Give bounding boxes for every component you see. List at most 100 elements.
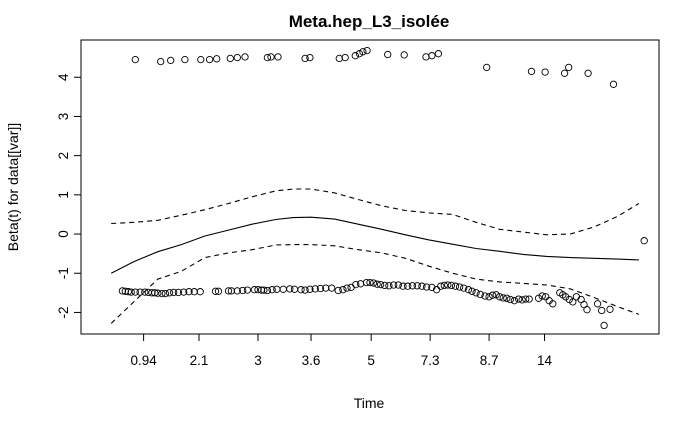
residual-point xyxy=(584,69,592,77)
residual-point xyxy=(485,293,493,301)
residual-point xyxy=(560,69,569,77)
residual-point xyxy=(148,289,156,297)
residual-point xyxy=(437,282,445,290)
residual-point xyxy=(214,287,223,295)
residual-point xyxy=(468,287,476,295)
confidence-band-line xyxy=(111,188,640,236)
plot-frame xyxy=(80,39,660,335)
residual-point xyxy=(263,53,272,62)
residual-point xyxy=(408,282,417,290)
y-tick-label: -1 xyxy=(56,267,71,279)
residual-point xyxy=(301,54,309,63)
residual-point xyxy=(124,288,132,296)
residual-point xyxy=(522,295,530,303)
residual-point xyxy=(496,293,504,301)
x-tick-label: 14 xyxy=(537,353,553,368)
residual-point xyxy=(399,282,407,290)
residual-point xyxy=(385,282,393,290)
residual-point xyxy=(165,289,174,297)
residual-point xyxy=(488,291,497,299)
residual-point xyxy=(190,288,198,296)
residual-point xyxy=(534,294,543,302)
x-tick-label: 0.94 xyxy=(130,353,157,368)
residual-point xyxy=(541,68,549,76)
residual-point xyxy=(434,50,443,58)
residual-point xyxy=(565,63,573,72)
residual-point xyxy=(335,54,343,63)
residual-point xyxy=(131,288,139,296)
residual-point xyxy=(263,286,272,295)
residual-point xyxy=(384,50,392,59)
residual-point xyxy=(267,53,275,61)
residual-point xyxy=(167,56,175,65)
residual-point xyxy=(181,55,189,64)
residual-point xyxy=(257,286,266,294)
residual-point xyxy=(362,278,371,287)
y-tick-label: 1 xyxy=(56,191,71,199)
residual-point xyxy=(381,281,389,290)
residual-point xyxy=(158,289,166,298)
x-tick-label: 2.1 xyxy=(190,353,209,368)
residual-point xyxy=(352,280,360,289)
residual-point xyxy=(444,281,452,289)
residual-point xyxy=(422,53,430,61)
residual-point xyxy=(373,280,381,288)
residual-point xyxy=(290,285,299,293)
residual-point xyxy=(503,294,511,302)
residual-point xyxy=(593,300,602,308)
residual-point xyxy=(170,288,178,297)
residual-point xyxy=(447,281,456,290)
residual-point xyxy=(492,291,500,299)
residual-point xyxy=(213,55,221,63)
residual-point xyxy=(428,52,436,60)
residual-point xyxy=(141,288,149,296)
residual-point xyxy=(455,283,464,291)
residual-point xyxy=(476,290,484,299)
residual-point xyxy=(311,285,319,293)
x-tick-label: 3 xyxy=(254,353,262,368)
x-axis-label: Time xyxy=(354,395,385,411)
residual-point xyxy=(250,286,259,294)
residual-point xyxy=(274,53,282,61)
residual-point xyxy=(268,286,276,294)
residual-point xyxy=(549,300,557,308)
residual-point xyxy=(514,295,523,303)
residual-point xyxy=(157,57,165,66)
residual-point xyxy=(322,284,330,292)
residual-point xyxy=(197,55,205,64)
residual-point xyxy=(306,285,314,293)
residual-point xyxy=(334,286,342,295)
residual-point xyxy=(404,282,412,290)
confidence-band-line xyxy=(110,244,640,324)
smooth-fit-line xyxy=(110,216,639,274)
y-tick-label: -2 xyxy=(56,306,71,318)
residual-point xyxy=(598,306,606,315)
residual-point xyxy=(185,288,193,296)
residual-point xyxy=(131,55,139,64)
residual-point xyxy=(347,283,355,292)
residual-point xyxy=(196,288,204,296)
residual-point xyxy=(413,282,421,290)
x-axis: 0.94 2.1 3 3.6 5 7.3 8.7 14 xyxy=(130,334,553,368)
x-tick-label: 3.6 xyxy=(302,353,321,368)
residual-point xyxy=(239,286,247,295)
x-tick-label: 7.3 xyxy=(421,353,440,368)
residual-point xyxy=(180,288,188,296)
x-tick-label: 8.7 xyxy=(480,353,499,368)
residual-point xyxy=(306,53,314,62)
residual-point xyxy=(640,237,648,245)
residual-point xyxy=(279,285,287,293)
residual-point xyxy=(518,296,526,304)
residual-point xyxy=(233,287,241,295)
residual-point xyxy=(600,321,608,330)
residual-point xyxy=(609,80,618,88)
residual-point xyxy=(366,278,374,287)
residual-point xyxy=(525,295,533,303)
residual-point xyxy=(127,288,135,296)
residual-point xyxy=(451,282,460,290)
residual-point xyxy=(376,280,385,289)
residual-point xyxy=(273,285,281,293)
residual-point xyxy=(394,281,402,289)
residual-point xyxy=(583,306,591,314)
residual-point xyxy=(254,286,262,294)
